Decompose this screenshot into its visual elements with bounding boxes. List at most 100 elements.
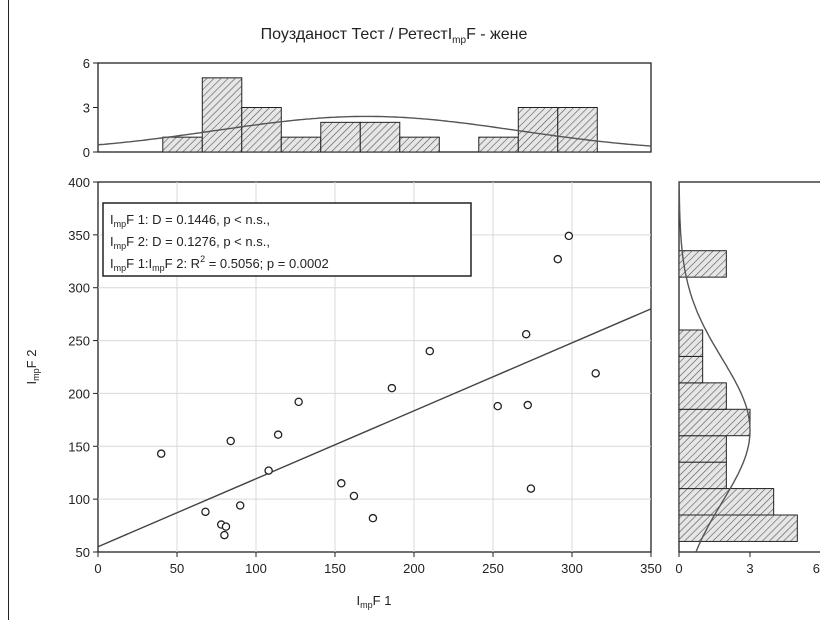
x-tick-label: 100 bbox=[245, 561, 267, 576]
top-histogram-bar bbox=[241, 107, 282, 153]
stats-line-3-text: F 1:I bbox=[126, 256, 152, 271]
stats-line-3: ImpF 1:ImpF 2: R2 = 0.5056; p = 0.0002 bbox=[110, 254, 329, 273]
top-histogram-bars bbox=[162, 77, 598, 153]
y-tick-label: 50 bbox=[76, 545, 90, 560]
x-tick-label: 250 bbox=[482, 561, 504, 576]
right-x-tick-label: 6 bbox=[813, 561, 820, 576]
chart-title-var-sub: mp bbox=[452, 35, 466, 46]
x-axis-label-tail: F 1 bbox=[373, 593, 392, 608]
top-histogram-bar bbox=[517, 107, 559, 153]
stats-line-1-sub: mp bbox=[114, 219, 127, 229]
right-x-tick-label: 0 bbox=[675, 561, 682, 576]
right-histogram-normal-curve bbox=[678, 182, 751, 553]
x-tick-label: 300 bbox=[561, 561, 583, 576]
top-histogram-bar bbox=[478, 136, 519, 153]
scatter-point bbox=[526, 484, 536, 493]
chart-title-var-base: I bbox=[448, 26, 452, 43]
y-axis-label-sub: mp bbox=[31, 368, 41, 381]
regression-line bbox=[97, 308, 652, 548]
y-axis-label-base: I bbox=[24, 381, 39, 385]
y-tick-label: 350 bbox=[68, 228, 90, 243]
x-tick-label: 150 bbox=[324, 561, 346, 576]
chart-title-var-tail: F - жене bbox=[466, 26, 527, 43]
top-histogram-bar bbox=[320, 121, 361, 153]
scatter-point bbox=[349, 491, 359, 501]
stats-line-2-text: F 2: D = 0.1276, p < n.s., bbox=[126, 234, 270, 249]
top-histogram-bar bbox=[557, 107, 598, 153]
chart-title-text: Поузданост Тест / Ретест bbox=[261, 26, 449, 43]
stats-line-2-base: I bbox=[110, 234, 114, 249]
top-histogram-bar bbox=[280, 136, 322, 153]
x-axis-label-base: I bbox=[357, 593, 361, 608]
scatter-point bbox=[221, 522, 231, 531]
scatter-point bbox=[564, 231, 574, 241]
stats-line-2: ImpF 2: D = 0.1276, p < n.s., bbox=[110, 234, 270, 251]
top-y-tick-label: 3 bbox=[83, 101, 90, 116]
right-x-tick-label: 3 bbox=[746, 561, 753, 576]
right-histogram-bar bbox=[678, 329, 704, 357]
right-histogram-bars bbox=[678, 250, 798, 542]
scatter-point bbox=[425, 346, 435, 356]
x-tick-label: 50 bbox=[170, 561, 184, 576]
x-axis-label: ImpF 1 bbox=[357, 593, 392, 610]
scatter-point bbox=[264, 466, 273, 475]
top-histogram-bar bbox=[399, 136, 440, 153]
stats-line-3-sub2: mp bbox=[152, 263, 165, 273]
stats-line-3-text2: F 2: R bbox=[165, 256, 200, 271]
right-histogram-bar bbox=[678, 355, 704, 384]
scatter-point bbox=[294, 397, 303, 407]
stats-line-1-base: I bbox=[110, 212, 114, 227]
y-axis-label-tail: F 2 bbox=[24, 350, 39, 369]
stats-line-2-sub: mp bbox=[114, 241, 127, 251]
top-histogram-bar bbox=[162, 136, 203, 153]
top-y-tick-label: 0 bbox=[83, 145, 90, 160]
scatter-point bbox=[226, 436, 235, 446]
y-tick-label: 300 bbox=[68, 281, 90, 296]
scatter-point bbox=[521, 329, 531, 339]
right-histogram-bar bbox=[678, 435, 727, 463]
stats-box: ImpF 1: D = 0.1446, p < n.s., ImpF 2: D … bbox=[102, 202, 472, 277]
stats-line-3-sup: 2 bbox=[200, 254, 205, 264]
right-histogram-bar bbox=[678, 514, 798, 542]
top-histogram-bar bbox=[201, 77, 243, 153]
x-tick-label: 200 bbox=[403, 561, 425, 576]
stats-line-3-text3: = 0.5056; p = 0.0002 bbox=[205, 256, 329, 271]
stats-line-3-base: I bbox=[110, 256, 114, 271]
right-histogram-bar bbox=[678, 488, 775, 516]
top-histogram-normal-curve bbox=[97, 115, 652, 147]
right-histogram-bar bbox=[678, 408, 751, 437]
scatter-point bbox=[201, 507, 210, 517]
scatter-point bbox=[156, 449, 166, 458]
scatter-point bbox=[337, 479, 346, 488]
scatter-panel: 0 50 100 150 200 250 300 350 50 100 150 200 250 300 3… bbox=[68, 175, 662, 576]
y-tick-label: 200 bbox=[68, 386, 90, 401]
scatter-point bbox=[220, 530, 229, 540]
scatter-point bbox=[235, 501, 245, 510]
y-axis-label: ImpF 2 bbox=[24, 350, 41, 385]
top-histogram: 0 3 6 bbox=[83, 56, 652, 160]
stats-box-frame bbox=[102, 202, 472, 277]
y-tick-label: 400 bbox=[68, 175, 90, 190]
y-tick-label: 150 bbox=[68, 439, 90, 454]
scatter-points bbox=[156, 231, 600, 540]
scatter-point bbox=[273, 430, 283, 439]
stats-line-1-text: F 1: D = 0.1446, p < n.s., bbox=[126, 212, 270, 227]
x-axis-ticks: 0 50 100 150 200 250 300 350 bbox=[94, 552, 662, 576]
y-axis-ticks: 50 100 150 200 250 300 350 400 bbox=[68, 175, 98, 560]
x-tick-label: 0 bbox=[94, 561, 101, 576]
scatter-point bbox=[591, 369, 600, 378]
stats-line-3-sub: mp bbox=[114, 263, 127, 273]
x-axis-label-sub: mp bbox=[360, 600, 373, 610]
y-tick-label: 100 bbox=[68, 492, 90, 507]
y-tick-label: 250 bbox=[68, 334, 90, 349]
scatter-point bbox=[553, 254, 563, 264]
scatter-point bbox=[523, 400, 533, 410]
right-histogram: 0 3 6 bbox=[675, 181, 820, 576]
stats-line-1: ImpF 1: D = 0.1446, p < n.s., bbox=[110, 212, 270, 229]
right-histogram-bar bbox=[678, 250, 727, 278]
right-histogram-bar bbox=[678, 461, 727, 490]
scatter-point bbox=[493, 401, 502, 411]
right-histogram-x-ticks: 0 3 6 bbox=[675, 552, 820, 576]
top-histogram-bar bbox=[359, 121, 401, 153]
